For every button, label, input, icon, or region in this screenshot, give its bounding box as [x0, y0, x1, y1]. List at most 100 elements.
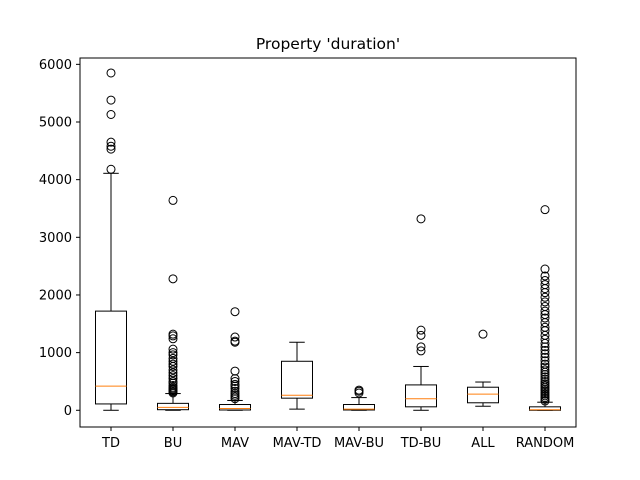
outlier-point: [230, 389, 240, 399]
outlier-point: [540, 370, 550, 380]
outlier-point: [416, 342, 426, 352]
outlier-point: [168, 380, 178, 390]
iqr-box: [343, 404, 375, 411]
outlier-point: [106, 144, 116, 154]
outlier-point: [230, 374, 240, 384]
outlier-point: [106, 164, 116, 174]
y-tick-label: 1000: [39, 346, 72, 361]
outlier-point: [416, 325, 426, 335]
iqr-box: [95, 310, 127, 405]
outlier-point: [540, 352, 550, 362]
outlier-point: [230, 376, 240, 386]
box-group: [219, 307, 251, 411]
outlier-point: [168, 371, 178, 381]
y-tick-label: 6000: [39, 58, 72, 73]
outlier-point: [168, 376, 178, 386]
outlier-point: [540, 297, 550, 307]
outlier-point: [540, 205, 550, 215]
x-tick-label: TD: [101, 436, 120, 451]
iqr-box: [529, 406, 561, 411]
outlier-point: [230, 383, 240, 393]
plot-frame: [79, 57, 577, 428]
outlier-point: [168, 365, 178, 375]
y-tick-label: 3000: [39, 231, 72, 246]
iqr-box: [157, 402, 189, 411]
outlier-point: [106, 137, 116, 147]
plot-layer: [95, 68, 561, 411]
outlier-point: [540, 334, 550, 344]
outlier-point: [540, 342, 550, 352]
x-tick-label: MAV: [221, 436, 249, 451]
outlier-point: [106, 141, 116, 151]
outlier-point: [354, 385, 364, 395]
chart-title: Property 'duration': [256, 35, 400, 53]
box-group: [157, 195, 189, 411]
outlier-point: [540, 280, 550, 290]
outlier-point: [230, 386, 240, 396]
y-tick-label: 5000: [39, 115, 72, 130]
outlier-point: [540, 374, 550, 384]
outlier-point: [168, 368, 178, 378]
outlier-point: [230, 379, 240, 389]
outlier-point: [230, 332, 240, 342]
x-axis: TD BU MAV MAV-TD MAV-BU TD-BU ALL RANDOM: [101, 427, 574, 451]
outlier-point: [168, 359, 178, 369]
iqr-box: [467, 386, 499, 404]
outlier-point: [230, 366, 240, 376]
outlier-point: [106, 95, 116, 105]
outlier-point: [540, 306, 550, 316]
x-tick-label: BU: [164, 436, 182, 451]
outlier-point: [540, 345, 550, 355]
outlier-point: [540, 362, 550, 372]
x-tick-label: RANDOM: [516, 436, 575, 451]
outlier-point: [168, 356, 178, 366]
iqr-box: [219, 404, 251, 411]
outlier-point: [168, 374, 178, 384]
x-tick-label: MAV-BU: [334, 436, 384, 451]
outlier-point: [416, 346, 426, 356]
y-axis: 0 1000 2000 3000 4000 5000 6000: [39, 58, 80, 419]
outlier-point: [540, 379, 550, 389]
outlier-point: [230, 336, 240, 346]
box-group: [405, 214, 437, 411]
box-group: [343, 385, 375, 411]
y-tick-label: 4000: [39, 173, 72, 188]
outlier-point: [168, 334, 178, 344]
outlier-point: [540, 322, 550, 332]
outlier-point: [478, 329, 488, 339]
outlier-point: [540, 356, 550, 366]
box-group: [95, 68, 127, 411]
iqr-box: [281, 360, 313, 399]
outlier-point: [540, 264, 550, 274]
outlier-point: [540, 313, 550, 323]
outlier-point: [168, 344, 178, 354]
outlier-point: [540, 271, 550, 281]
outlier-point: [540, 376, 550, 386]
box-group: [529, 205, 561, 411]
outlier-point: [106, 68, 116, 78]
y-tick-label: 2000: [39, 288, 72, 303]
outlier-point: [540, 292, 550, 302]
outlier-point: [540, 372, 550, 382]
y-tick-label: 0: [64, 404, 72, 419]
outlier-point: [168, 329, 178, 339]
outlier-point: [416, 330, 426, 340]
outlier-point: [168, 195, 178, 205]
outlier-point: [168, 274, 178, 284]
outlier-point: [540, 349, 550, 359]
outlier-point: [416, 214, 426, 224]
x-tick-label: ALL: [471, 436, 495, 451]
x-tick-label: MAV-TD: [273, 436, 322, 451]
iqr-box: [405, 384, 437, 408]
box-group: [467, 329, 499, 407]
outlier-point: [168, 348, 178, 358]
outlier-point: [106, 110, 116, 120]
outlier-point: [540, 365, 550, 375]
outlier-point: [230, 307, 240, 317]
x-tick-label: TD-BU: [400, 436, 442, 451]
outlier-point: [540, 359, 550, 369]
box-group: [281, 341, 313, 410]
outlier-point: [168, 350, 178, 360]
